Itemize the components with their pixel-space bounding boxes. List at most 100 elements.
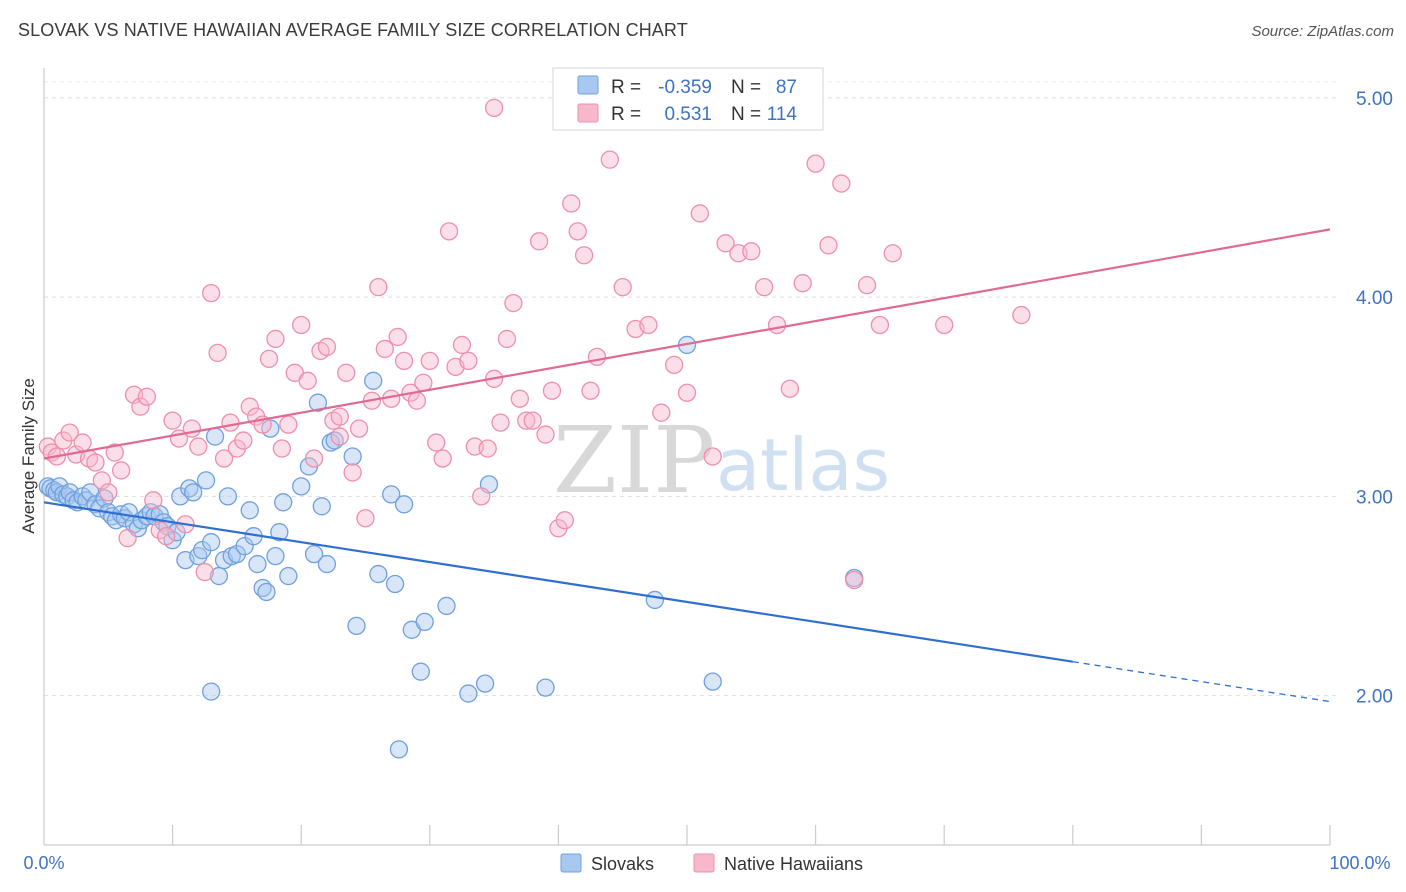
data-point: [184, 483, 203, 502]
data-point: [472, 487, 491, 506]
data-point: [664, 355, 684, 375]
watermark: ZIP atlas: [553, 407, 890, 514]
data-point: [491, 413, 510, 432]
data-point: [568, 222, 587, 241]
data-point: [195, 562, 214, 582]
x-tick-label-max: 100.0%: [1329, 853, 1390, 873]
data-point: [105, 443, 124, 462]
data-point: [240, 501, 259, 520]
data-point: [118, 529, 137, 548]
data-point: [248, 554, 267, 574]
data-point: [279, 415, 298, 434]
data-point: [189, 437, 208, 456]
data-point: [312, 497, 331, 516]
data-point: [427, 433, 446, 452]
data-point: [562, 194, 581, 213]
data-point: [304, 449, 324, 468]
data-point: [411, 662, 430, 681]
data-point: [347, 616, 366, 635]
bottom-legend-label-slovaks: Slovaks: [591, 854, 654, 874]
data-point: [99, 483, 118, 502]
data-point: [364, 371, 383, 390]
y-tick-label: 2.00: [1356, 687, 1393, 708]
data-point: [587, 347, 607, 367]
data-point: [343, 463, 362, 482]
correlation-legend: R = -0.359 N = 87 R = 0.531 N = 114: [552, 67, 824, 131]
data-point: [60, 423, 79, 442]
data-point: [1012, 305, 1031, 325]
data-point: [349, 419, 369, 438]
data-point: [330, 427, 349, 446]
data-point: [218, 487, 238, 506]
x-tick-label-min: 0.0%: [23, 853, 64, 873]
data-point: [459, 351, 478, 371]
data-point: [478, 439, 497, 458]
data-point: [272, 439, 292, 458]
data-point: [330, 407, 349, 426]
series-slovaks-points: [38, 335, 864, 759]
data-point: [259, 349, 279, 369]
data-point: [536, 678, 555, 697]
data-point: [394, 495, 414, 514]
data-point: [157, 527, 176, 546]
data-point: [343, 447, 362, 466]
data-point: [308, 393, 328, 412]
legend-swatch-hawaiians: [577, 103, 599, 123]
data-point: [832, 174, 851, 193]
data-point: [266, 546, 285, 566]
data-point: [137, 387, 157, 406]
data-point: [202, 533, 221, 552]
data-point: [202, 283, 221, 303]
data-point: [257, 582, 276, 602]
data-point: [240, 397, 259, 416]
data-point: [935, 315, 954, 335]
data-point: [86, 453, 105, 472]
data-point: [298, 371, 317, 390]
data-point: [742, 242, 761, 261]
data-point: [555, 511, 574, 530]
data-point: [883, 244, 902, 263]
series-native-hawaiians-points: [38, 98, 1031, 590]
data-point: [337, 363, 356, 382]
y-axis-label: Average Family Size: [19, 378, 38, 534]
bottom-legend-swatch-slovaks: [560, 853, 582, 873]
data-point: [517, 411, 536, 430]
data-point: [806, 154, 825, 173]
data-point: [439, 222, 459, 241]
data-point: [182, 419, 202, 438]
data-point: [221, 413, 240, 432]
y-tick-label: 3.00: [1356, 487, 1393, 508]
data-point: [385, 574, 405, 594]
data-point: [536, 425, 555, 444]
x-ticks: [172, 825, 1331, 845]
legend-swatch-slovaks: [577, 75, 599, 95]
y-tick-label: 4.00: [1356, 288, 1393, 309]
data-point: [767, 315, 787, 335]
data-point: [475, 674, 495, 693]
data-point: [645, 590, 664, 610]
chart-title: SLOVAK VS NATIVE HAWAIIAN AVERAGE FAMILY…: [18, 20, 688, 40]
data-point: [317, 337, 337, 357]
data-point: [214, 449, 234, 468]
trend-line: [43, 228, 1331, 460]
data-point: [574, 246, 594, 265]
data-point: [389, 740, 409, 759]
data-point: [394, 351, 414, 371]
data-point: [304, 544, 324, 564]
bottom-legend-swatch-hawaiians: [693, 853, 715, 873]
y-tick-label: 5.00: [1356, 89, 1393, 110]
data-point: [202, 682, 221, 701]
data-point: [279, 566, 298, 586]
legend-n-value-hawaiians: 114: [767, 104, 798, 125]
data-point: [388, 327, 407, 347]
legend-r-value-slovaks: -0.359: [658, 77, 712, 98]
data-point: [510, 389, 529, 408]
data-point: [542, 381, 562, 400]
data-point: [703, 672, 722, 691]
data-point: [131, 397, 150, 416]
trend-line: [43, 501, 1073, 663]
data-point: [857, 276, 877, 295]
data-point: [270, 523, 289, 542]
legend-r-label-hawaiians: R =: [611, 104, 641, 125]
data-point: [600, 150, 619, 169]
